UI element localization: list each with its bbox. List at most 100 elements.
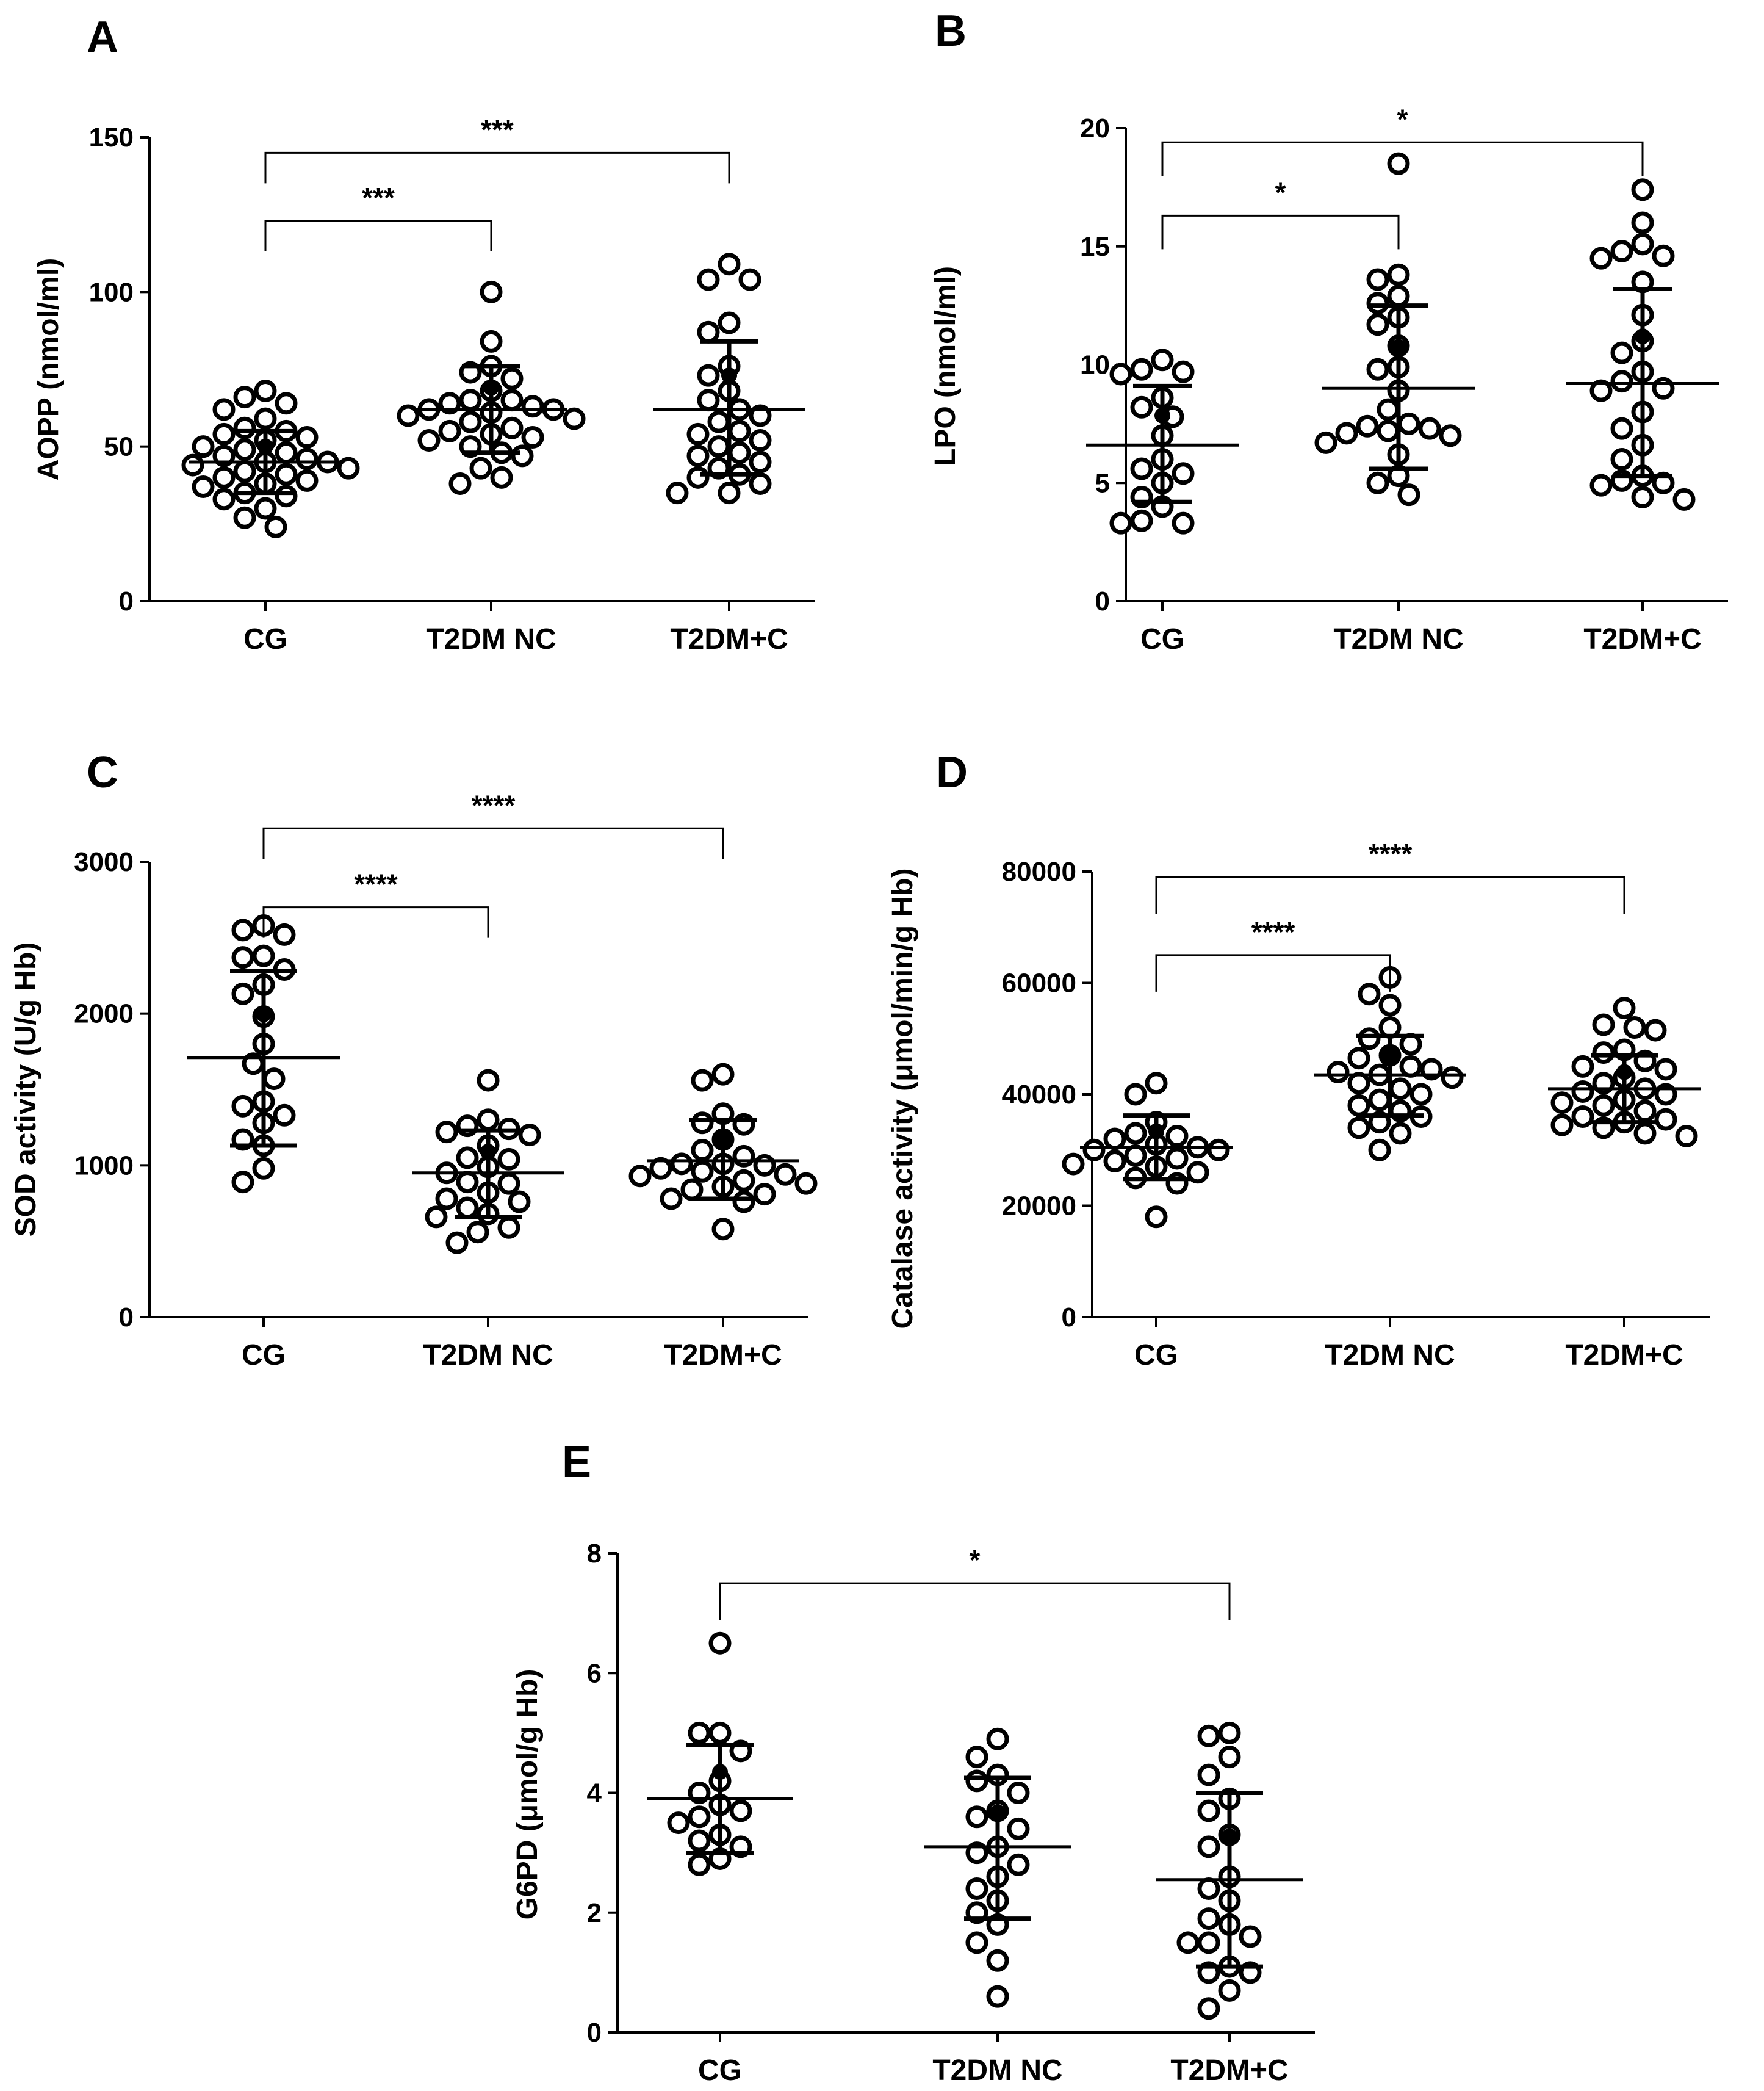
data-point (1589, 474, 1613, 497)
y-tick-label: 10 (1080, 350, 1110, 380)
data-point (254, 379, 277, 402)
data-point (497, 1216, 520, 1239)
data-point (1439, 424, 1462, 447)
series-group-2 (412, 1069, 564, 1254)
data-point (1197, 1997, 1220, 2020)
data-point (707, 435, 730, 458)
data-point (212, 422, 236, 446)
y-tick-label: 80000 (1002, 857, 1076, 887)
data-point (500, 389, 524, 412)
data-point (1186, 1161, 1209, 1184)
y-tick-label: 8 (587, 1539, 602, 1569)
data-point (732, 1190, 755, 1213)
data-point (691, 1069, 714, 1092)
data-point (649, 1157, 672, 1180)
data-point (1366, 268, 1389, 291)
data-point (1172, 462, 1195, 485)
data-point (688, 1805, 711, 1829)
data-point (1082, 1138, 1106, 1161)
data-point (728, 419, 751, 442)
data-point (1145, 1072, 1168, 1095)
series-group-1 (647, 1631, 793, 1876)
data-point (1151, 348, 1174, 372)
y-tick-label: 1000 (74, 1150, 134, 1180)
data-point (670, 1152, 693, 1176)
significance-label: * (970, 1544, 981, 1576)
panel-b: B 0 5 10 15 20 LPO (nmol/ml) CG T2DM NC T2DM+C * * (929, 7, 1728, 655)
data-point (1571, 1105, 1594, 1128)
data-point (275, 441, 298, 464)
data-point (697, 364, 720, 387)
data-point (511, 444, 534, 468)
data-point (1571, 1080, 1594, 1103)
x-category-label: T2DM+C (1170, 2054, 1288, 2087)
y-tick-label: 60000 (1002, 969, 1076, 999)
x-category-label: CG (698, 2054, 742, 2087)
data-point (732, 1169, 755, 1192)
data-point (397, 404, 420, 427)
significance-bracket (1155, 876, 1625, 914)
x-category-label: T2DM NC (932, 2054, 1062, 2087)
series-group-2 (397, 280, 586, 495)
panel-letter: C (87, 748, 118, 797)
data-point (1165, 1147, 1189, 1170)
data-point (1314, 431, 1337, 454)
y-axis-label: G6PD (μmol/g Hb) (511, 1669, 544, 1920)
y-tick-label: 15 (1080, 232, 1110, 262)
data-point (1631, 233, 1654, 256)
data-point (1335, 422, 1358, 445)
significance-label: **** (472, 789, 516, 821)
panel-letter: A (87, 13, 118, 62)
data-point (1589, 247, 1613, 270)
data-point (1358, 1027, 1381, 1050)
data-point (1218, 1721, 1241, 1744)
series-group-2 (1314, 966, 1466, 1161)
data-point (1592, 1041, 1615, 1064)
series-group-2 (1314, 152, 1475, 507)
data-point (480, 330, 503, 353)
data-point (1366, 471, 1389, 494)
data-point (459, 389, 482, 412)
data-point (469, 457, 492, 480)
data-point (497, 1172, 520, 1195)
data-point (254, 497, 277, 520)
highlight-point (1391, 339, 1406, 355)
y-tick-label: 2 (587, 1898, 602, 1928)
data-point (480, 280, 503, 303)
highlight-point (1148, 1123, 1164, 1139)
data-point (707, 410, 730, 433)
data-point (728, 441, 751, 464)
data-point (1633, 1122, 1657, 1145)
data-point (448, 472, 472, 495)
highlight-point (256, 1006, 272, 1022)
data-point (295, 425, 319, 449)
data-point (295, 447, 319, 471)
data-point (1389, 1122, 1412, 1145)
data-point (1130, 358, 1153, 381)
data-point (254, 407, 277, 430)
data-point (718, 253, 741, 276)
significance-bracket (264, 220, 492, 251)
data-point (1644, 1019, 1667, 1042)
data-point (1366, 358, 1389, 381)
data-point (691, 1160, 714, 1183)
data-point (521, 425, 544, 449)
y-tick-label: 6 (587, 1658, 602, 1688)
significance-bracket (719, 1582, 1231, 1620)
data-point (660, 1187, 683, 1210)
data-point (1176, 1931, 1200, 1954)
data-point (711, 1063, 735, 1086)
data-point (477, 1108, 500, 1132)
data-point (688, 1853, 711, 1876)
series-group-3 (653, 253, 805, 505)
data-point (477, 1069, 500, 1092)
y-tick-label: 2000 (74, 999, 134, 1029)
data-point (965, 1931, 988, 1954)
data-point (1197, 1877, 1220, 1900)
data-point (1197, 1799, 1220, 1822)
data-point (1347, 1047, 1370, 1070)
data-point (1631, 178, 1654, 201)
data-point (273, 923, 296, 946)
